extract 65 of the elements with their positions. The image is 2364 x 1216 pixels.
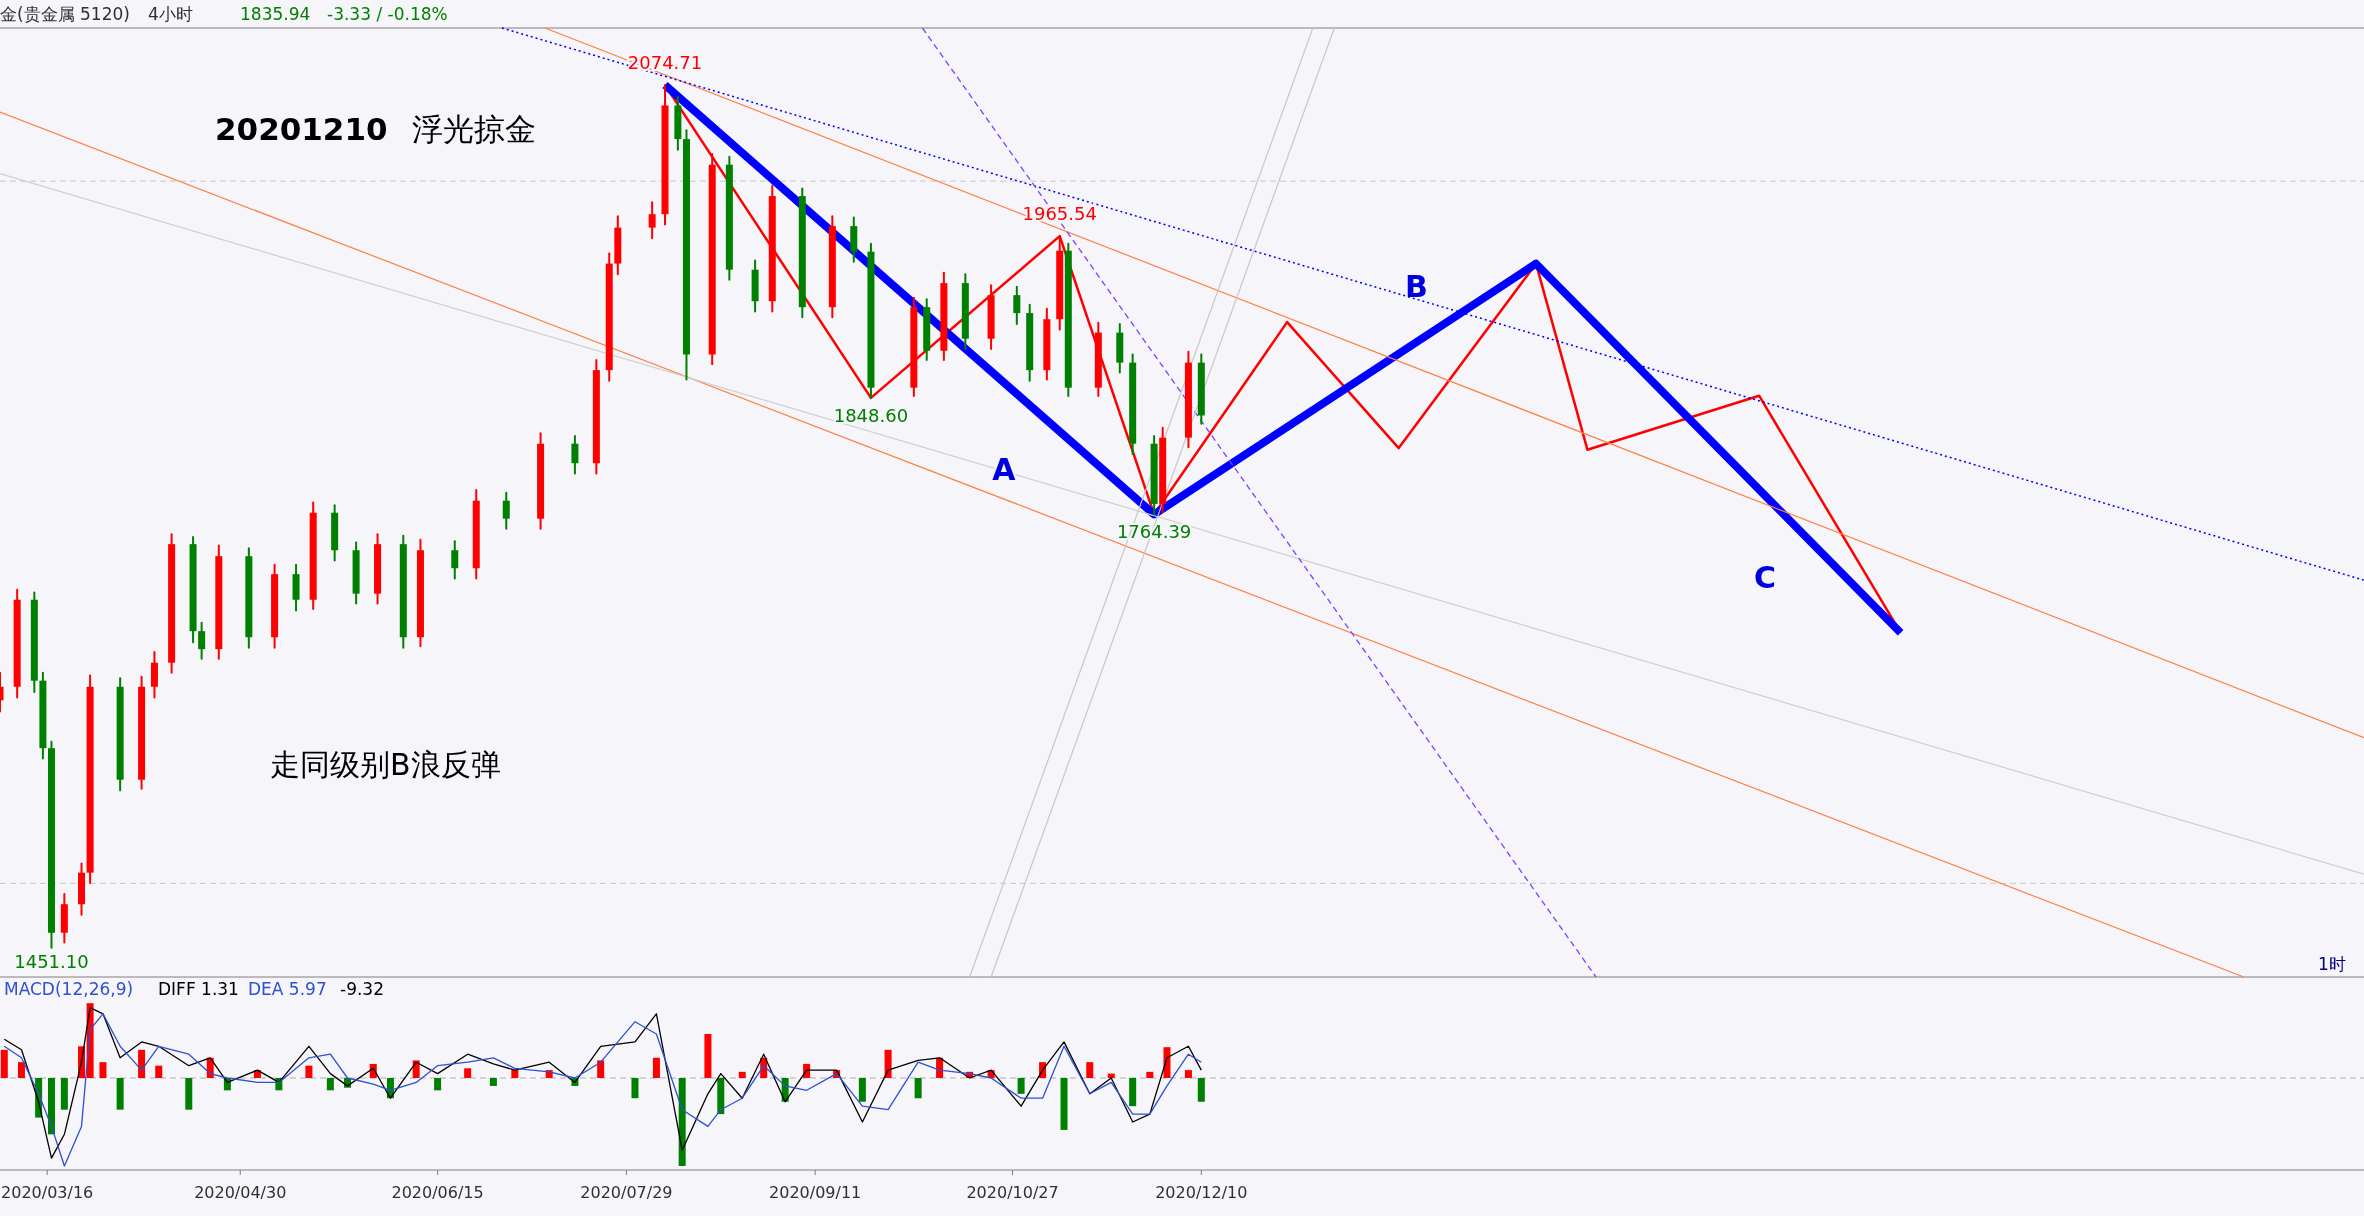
x-tick-label: 2020/03/16 xyxy=(1,1183,94,1202)
chart-title: 金(贵金属 5120) xyxy=(0,4,130,24)
bar xyxy=(99,1062,107,1078)
annotation: 走同级别B浪反弹 xyxy=(270,747,501,782)
bar xyxy=(1017,1078,1025,1094)
bar xyxy=(434,1078,442,1091)
annotation: 20201210 xyxy=(215,111,388,147)
bar xyxy=(155,1065,163,1078)
x-tick-label: 2020/09/11 xyxy=(769,1183,862,1202)
chart-title: MACD(12,26,9) xyxy=(4,979,134,999)
bar xyxy=(858,1078,866,1102)
candlestick xyxy=(451,540,459,580)
text: -9.32 xyxy=(340,979,384,999)
annotation: 浮光掠金 xyxy=(412,111,536,147)
bar xyxy=(1129,1078,1137,1107)
bar xyxy=(464,1068,472,1078)
x-tick-label: 2020/07/29 xyxy=(580,1183,673,1202)
bar xyxy=(305,1065,313,1078)
bar xyxy=(1197,1078,1205,1102)
bar xyxy=(511,1070,519,1078)
bar xyxy=(884,1049,892,1078)
candlestick xyxy=(502,491,510,530)
candlestick xyxy=(1013,285,1021,326)
text: 1835.94 xyxy=(240,4,311,24)
candlestick xyxy=(648,201,656,240)
candlestick xyxy=(198,621,206,660)
bar xyxy=(0,1049,8,1078)
bar xyxy=(631,1078,639,1099)
bar xyxy=(914,1078,922,1099)
bar xyxy=(60,1078,68,1110)
bar xyxy=(185,1078,193,1110)
x-tick-label: 2020/04/30 xyxy=(194,1183,287,1202)
bar xyxy=(1060,1078,1068,1130)
candlestick xyxy=(571,435,579,475)
bar xyxy=(47,1078,55,1135)
bar xyxy=(138,1049,146,1078)
bar xyxy=(1086,1062,1094,1078)
bar xyxy=(1146,1071,1154,1078)
bar xyxy=(17,1062,25,1078)
annotation: C xyxy=(1754,560,1777,595)
text: DIFF 1.31 xyxy=(158,979,239,999)
annotation: 1451.10 xyxy=(14,950,89,972)
x-tick-label: 2020/06/15 xyxy=(391,1183,484,1202)
x-tick-label: 2020/10/27 xyxy=(966,1183,1059,1202)
text: -3.33 / -0.18% xyxy=(327,4,448,24)
annotation: A xyxy=(992,451,1017,487)
text: DEA 5.97 xyxy=(248,979,327,999)
annotation: 1848.60 xyxy=(833,404,909,426)
bar xyxy=(116,1078,124,1110)
bar xyxy=(652,1057,660,1078)
x-tick-label: 2020/12/10 xyxy=(1155,1183,1248,1202)
annotation: 2074.71 xyxy=(627,52,703,74)
bar xyxy=(597,1060,605,1078)
bar xyxy=(738,1071,746,1078)
bar xyxy=(489,1078,497,1086)
bar xyxy=(704,1034,712,1078)
bar xyxy=(717,1078,725,1115)
annotation: 1965.54 xyxy=(1022,203,1097,225)
annotation: B xyxy=(1405,269,1428,304)
bar xyxy=(326,1078,334,1091)
annotation: 1764.39 xyxy=(1116,521,1192,543)
bar xyxy=(1184,1070,1192,1078)
bar xyxy=(678,1078,686,1166)
annotation: 1时 xyxy=(2318,954,2346,974)
chart-subtitle: 4小时 xyxy=(148,4,193,24)
